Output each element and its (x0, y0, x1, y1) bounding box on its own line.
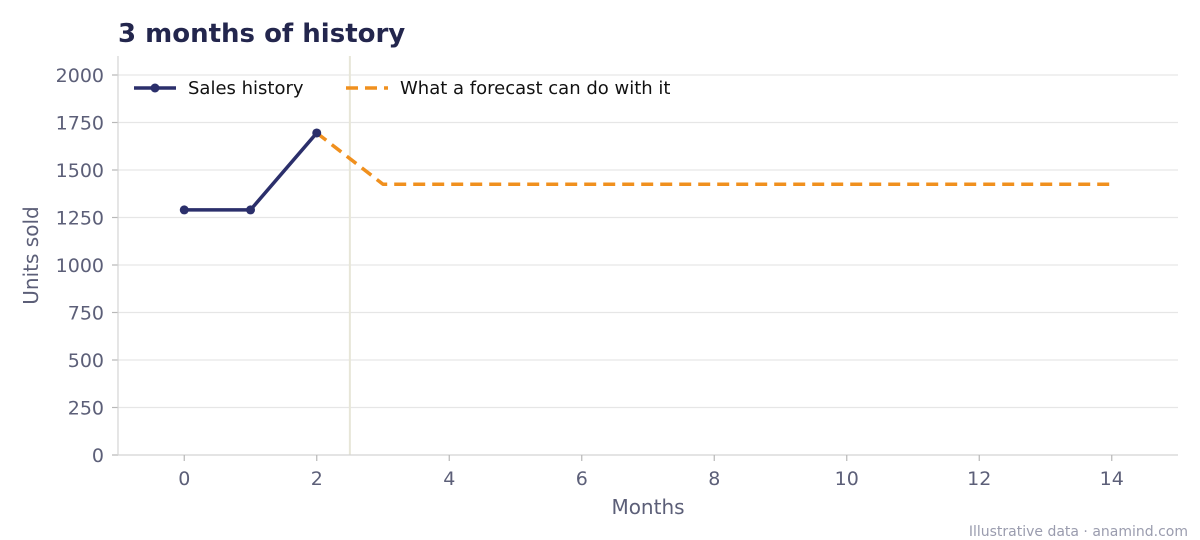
x-axis-label: Months (611, 495, 684, 519)
x-tick-label: 4 (443, 468, 455, 490)
x-tick-label: 12 (967, 468, 991, 490)
y-tick-label: 750 (68, 303, 104, 325)
history-data-point (179, 205, 189, 215)
legend-label: Sales history (188, 78, 304, 99)
history-data-point (312, 128, 322, 138)
y-tick-label: 1500 (56, 160, 104, 182)
y-tick-label: 500 (68, 350, 104, 372)
x-tick-label: 2 (311, 468, 323, 490)
y-tick-label: 250 (68, 398, 104, 420)
legend-marker (150, 83, 160, 93)
forecast-series-line (315, 131, 1112, 186)
x-tick-label: 6 (576, 468, 588, 490)
history-series-line (182, 131, 319, 212)
y-tick-label: 0 (92, 445, 104, 467)
x-tick-label: 10 (835, 468, 859, 490)
legend-label: What a forecast can do with it (400, 78, 670, 99)
history-data-point (246, 205, 255, 215)
y-tick-label: 2000 (56, 65, 104, 87)
y-axis-label: Units sold (19, 206, 43, 304)
x-tick-label: 14 (1100, 468, 1124, 490)
y-tick-label: 1250 (56, 208, 104, 230)
y-tick-label: 1750 (56, 113, 104, 135)
chart-title: 3 months of history (118, 19, 405, 49)
footer-note: Illustrative data · anamind.com (969, 524, 1188, 540)
legend: Sales history What a forecast can do with… (134, 78, 670, 99)
axes: 0 250 500 750 1000 1250 1500 1750 2000 0 2 4 6 8 10 12 1… (56, 56, 1178, 490)
series-layer (179, 128, 1112, 215)
x-tick-label: 0 (178, 468, 190, 490)
grid (118, 74, 1178, 409)
y-tick-label: 1000 (56, 255, 104, 277)
x-tick-label: 8 (708, 468, 720, 490)
